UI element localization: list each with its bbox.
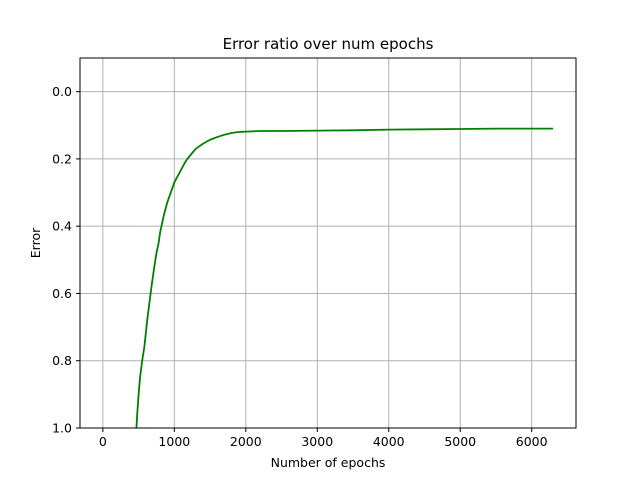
x-tick-label: 1000 <box>158 434 190 449</box>
y-tick-label: 0.2 <box>52 151 72 166</box>
x-tick-label: 4000 <box>373 434 405 449</box>
x-tick-label: 3000 <box>301 434 333 449</box>
x-tick-label: 0 <box>99 434 107 449</box>
y-tick-label: 0.4 <box>52 219 72 234</box>
plot-frame <box>79 57 577 429</box>
axis-ticks: 0 1000 2000 3000 4000 5000 6000 0.0 0.2 0.4 0.6 0.8… <box>52 84 548 449</box>
y-tick-label: 0.8 <box>52 353 72 368</box>
x-axis-label: Number of epochs <box>271 455 386 470</box>
y-axis-label: Error <box>28 227 43 258</box>
y-tick-label: 0.6 <box>52 286 72 301</box>
x-tick-label: 5000 <box>444 434 476 449</box>
grid <box>80 58 576 429</box>
x-tick-label: 6000 <box>516 434 548 449</box>
series-layer <box>135 127 554 428</box>
x-tick-label: 2000 <box>230 434 262 449</box>
series-line <box>135 127 554 428</box>
chart-title: Error ratio over num epochs <box>223 35 434 53</box>
y-tick-label: 0.0 <box>52 84 72 99</box>
y-tick-label: 1.0 <box>52 421 72 436</box>
